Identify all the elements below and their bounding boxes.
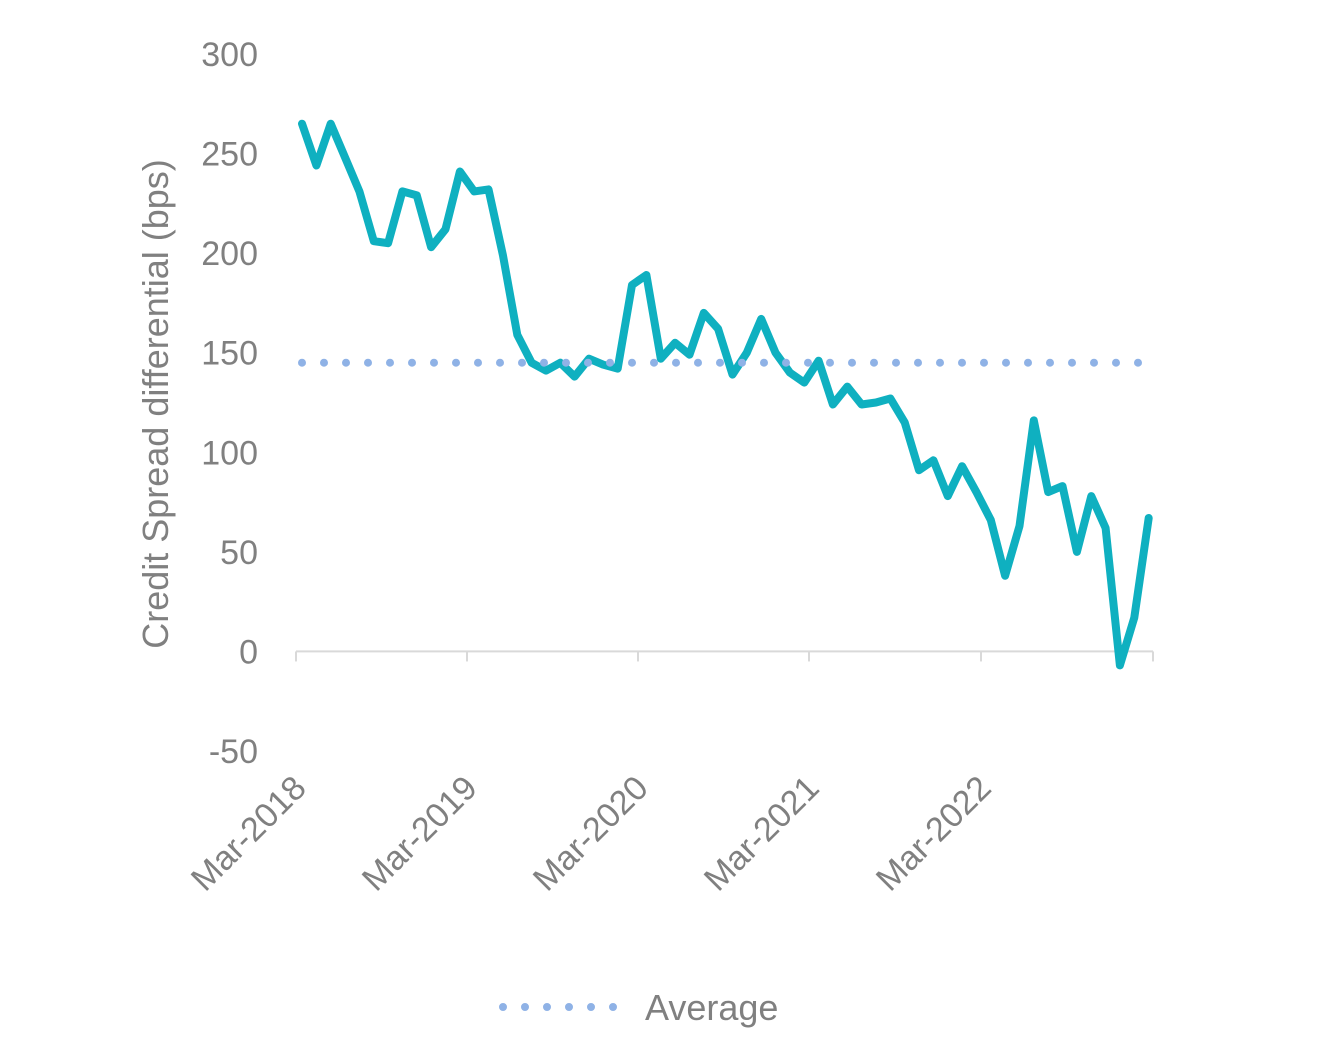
x-axis-tick-labels: Mar-2018 Mar-2019 Mar-2020 Mar-2021 Mar-2022 — [184, 769, 999, 899]
y-tick-label: 250 — [201, 136, 258, 174]
x-tick-label: Mar-2021 — [697, 769, 827, 899]
y-tick-label: 100 — [201, 434, 258, 472]
legend-label-average: Average — [645, 987, 778, 1028]
x-tick-label: Mar-2018 — [184, 769, 314, 899]
legend: Average — [499, 987, 778, 1028]
y-tick-label: 200 — [201, 235, 258, 273]
y-axis-ticks: 300 250 200 150 100 50 0 -50 — [201, 36, 258, 771]
y-axis-label: Credit Spread differential (bps) — [135, 159, 176, 649]
x-tick-label: Mar-2019 — [355, 769, 485, 899]
y-tick-label: 150 — [201, 335, 258, 373]
y-tick-label: 50 — [220, 534, 258, 572]
series-credit-spread-line — [298, 119, 1153, 670]
x-axis — [295, 650, 1154, 662]
x-tick-label: Mar-2022 — [869, 769, 999, 899]
y-tick-label: 300 — [201, 36, 258, 74]
y-tick-label: -50 — [209, 733, 258, 771]
x-tick-label: Mar-2020 — [526, 769, 656, 899]
series-group — [298, 119, 1153, 670]
y-tick-label: 0 — [239, 633, 258, 671]
